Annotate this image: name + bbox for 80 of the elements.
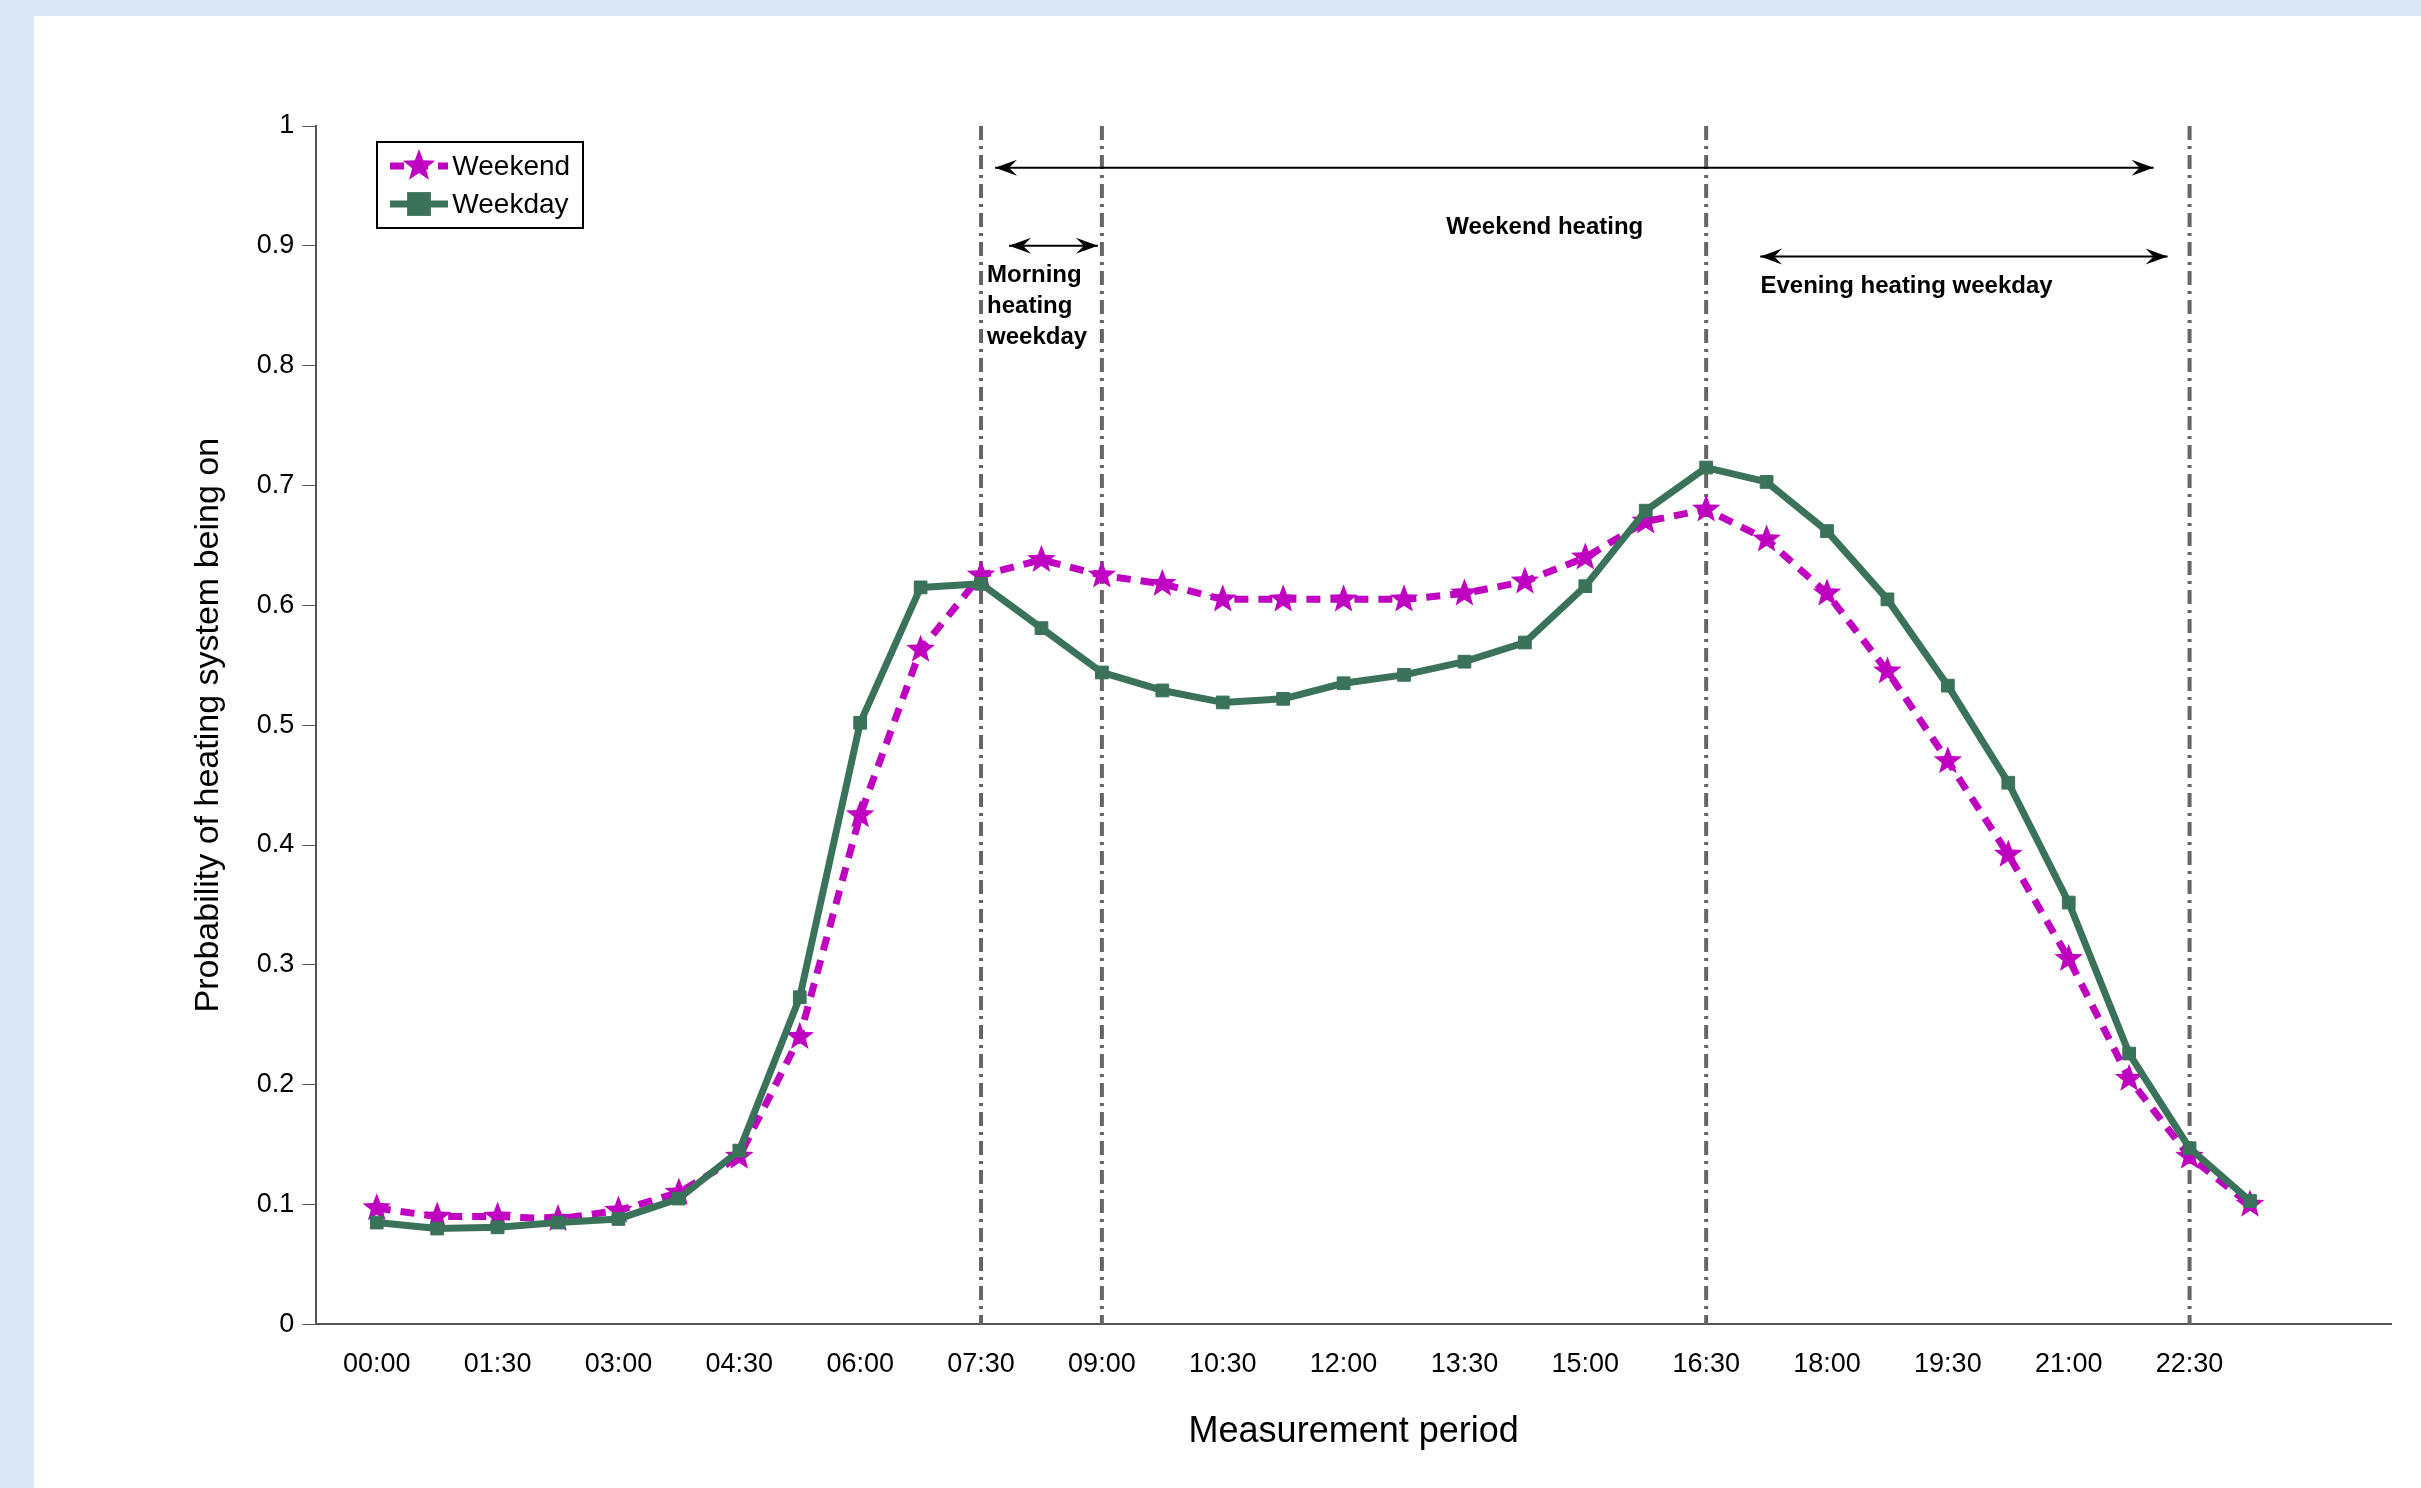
point (1518, 635, 1532, 650)
point (1812, 578, 1842, 606)
x-tick-label: 16:30 (1672, 1348, 1740, 1379)
point (1691, 494, 1721, 522)
point (1276, 691, 1291, 706)
point (1208, 584, 1238, 612)
point (2001, 775, 2016, 790)
point (913, 580, 928, 595)
annotation: Evening heating weekday (1760, 271, 2054, 299)
point (490, 1220, 505, 1235)
x-tick-label: 15:00 (1551, 1348, 1620, 1379)
annotation: Morning heating weekday (986, 260, 1088, 350)
point (1095, 665, 1109, 680)
point (1994, 839, 2023, 867)
point (362, 1193, 392, 1221)
point (853, 715, 868, 730)
point (1578, 579, 1593, 594)
point (1873, 656, 1902, 684)
point (2061, 895, 2076, 910)
y-tick-label: 0.3 (256, 948, 295, 979)
point (430, 1221, 445, 1236)
point (611, 1212, 626, 1226)
y-tick-label: 0.8 (256, 349, 295, 380)
point (1397, 668, 1411, 682)
x-tick-label: 13:30 (1430, 1348, 1499, 1379)
point (1389, 584, 1419, 612)
x-tick-label: 06:00 (826, 1348, 894, 1379)
point (2054, 943, 2083, 972)
point (906, 634, 935, 662)
x-tick-label: 21:00 (2034, 1348, 2103, 1379)
x-tick-label: 04:30 (705, 1348, 774, 1379)
point (1759, 475, 1774, 489)
point (1215, 695, 1230, 710)
point (1155, 683, 1170, 698)
y-tick-label: 0.2 (256, 1068, 295, 1099)
point (1571, 542, 1600, 570)
point (1336, 676, 1351, 691)
x-tick-label: 00:00 (342, 1348, 411, 1379)
y-tick-label: 0.6 (256, 588, 295, 619)
point (1087, 560, 1117, 588)
point (1880, 592, 1895, 607)
point (369, 1215, 384, 1230)
x-tick-label: 12:00 (1309, 1348, 1378, 1379)
x-tick-label: 18:00 (1793, 1348, 1861, 1379)
point (792, 990, 807, 1005)
y-tick-label: 1 (279, 109, 295, 140)
x-tick-label: 19:30 (1914, 1348, 1982, 1379)
point (1933, 746, 1963, 774)
point (1457, 654, 1472, 669)
point (2182, 1141, 2197, 1156)
point (1510, 566, 1540, 594)
y-tick-label: 0.4 (256, 828, 295, 859)
point (1699, 460, 1714, 475)
point (1752, 524, 1781, 552)
y-tick-label: 0 (279, 1307, 295, 1338)
y-tick-label: 0.9 (256, 229, 295, 260)
x-tick-label: 07:30 (947, 1348, 1015, 1379)
x-tick-label: 22:30 (2155, 1348, 2224, 1379)
x-tick-label: 03:00 (584, 1348, 653, 1379)
point (974, 576, 988, 591)
point (1027, 544, 1056, 572)
point (2122, 1046, 2137, 1061)
point (1268, 584, 1298, 612)
legend-label: Weekday (452, 188, 569, 220)
point (1329, 584, 1358, 612)
y-tick-label: 0.1 (256, 1188, 295, 1219)
x-tick-label: 01:30 (463, 1348, 532, 1379)
point (845, 800, 875, 828)
y-axis-title: Probability of heating system being on (186, 437, 225, 1013)
y-tick-label: 0.7 (256, 468, 295, 499)
point (1941, 678, 1955, 693)
point (1034, 621, 1049, 635)
x-tick-label: 10:30 (1188, 1348, 1257, 1379)
legend-label: Weekend (452, 150, 571, 182)
annotation: Weekend heating (1446, 212, 1644, 240)
y-tick-label: 0.5 (256, 708, 295, 739)
x-axis-title: Measurement period (1188, 1409, 1519, 1451)
point (1820, 524, 1834, 538)
x-tick-label: 09:00 (1068, 1348, 1136, 1379)
point (1638, 503, 1653, 518)
